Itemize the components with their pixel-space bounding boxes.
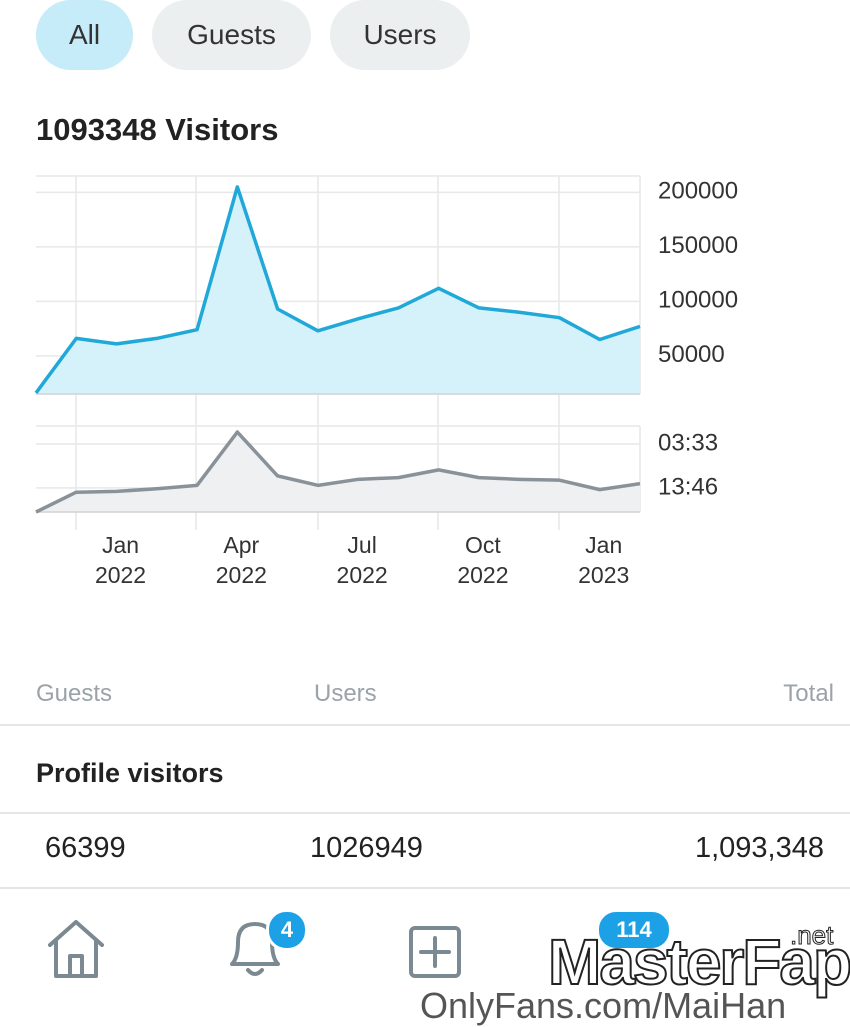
chart-title: 1093348 Visitors (36, 112, 279, 147)
y-tick-label: 200000 (658, 178, 738, 205)
watermark: MasterFap (547, 925, 850, 999)
x-tick-label: Oct 2022 (457, 532, 509, 588)
badge: 4 (266, 909, 308, 951)
section-title: Profile visitors (36, 758, 224, 788)
bell-icon[interactable] (230, 922, 280, 976)
home-icon[interactable] (48, 920, 104, 978)
line (35, 430, 641, 514)
nav-icons (48, 920, 461, 978)
y-tick-label: 50000 (658, 341, 725, 368)
tab-users[interactable]: Users (330, 0, 470, 70)
cell: 66399 (45, 832, 126, 864)
area (36, 186, 640, 394)
divider (0, 812, 850, 814)
y-tick-label: 13:46 (658, 473, 718, 500)
x-tick-label: Apr 2022 (215, 532, 267, 588)
col-guests: Guests (36, 680, 113, 707)
cell: 1,093,348 (694, 832, 824, 864)
watermark-url: OnlyFans.com/MaiHan (420, 985, 787, 1026)
col-total: Total (783, 680, 834, 707)
add-icon[interactable] (409, 926, 461, 978)
badge: 114 (596, 909, 672, 951)
add-plus (419, 936, 451, 968)
line (34, 185, 641, 394)
x-tick-label: Jan 2022 (94, 532, 147, 588)
divider (0, 887, 850, 889)
x-tick-label: Jul 2022 (336, 532, 388, 588)
y-tick-label: 150000 (658, 232, 738, 259)
x-tick-label: Jan 2023 (578, 532, 630, 588)
tab-all[interactable]: All (36, 0, 133, 70)
divider (0, 724, 850, 726)
watermark-suffix: .net (789, 920, 834, 951)
charts: 50000 100000 150000 200000 03:33 13:46 (34, 175, 738, 530)
y-tick-label: 100000 (658, 287, 738, 314)
tab-guests[interactable]: Guests (152, 0, 311, 70)
y-tick-label: 03:33 (658, 429, 718, 456)
col-users: Users (314, 680, 377, 707)
area (36, 432, 640, 512)
cell: 1026949 (310, 832, 423, 864)
